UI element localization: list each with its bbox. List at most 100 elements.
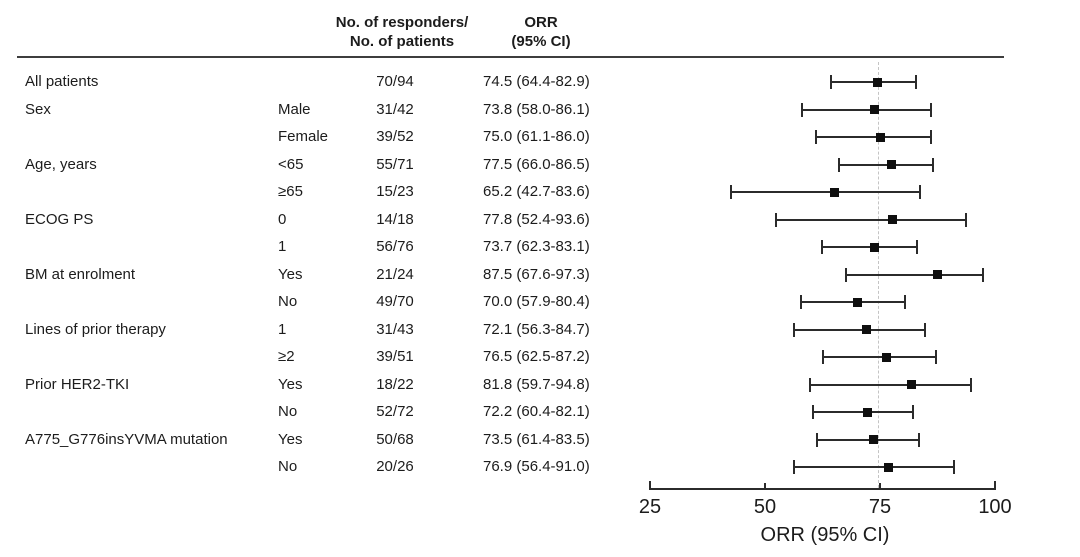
row-n-value: 55/71 bbox=[376, 155, 414, 173]
row-orr-value: 74.5 (64.4-82.9) bbox=[483, 73, 590, 90]
x-axis-tick-label: 100 bbox=[978, 496, 1012, 518]
ci-cap-right bbox=[931, 157, 934, 172]
row-orr-value: 76.9 (56.4-91.0) bbox=[483, 458, 590, 475]
ci-cap-left bbox=[811, 405, 814, 419]
ci-cap-left bbox=[775, 212, 778, 227]
ci-line bbox=[838, 163, 933, 166]
ci-cap-right bbox=[918, 432, 921, 447]
row-n-value: 14/18 bbox=[376, 210, 414, 228]
row-subgroup-label: 1 bbox=[278, 238, 287, 255]
ci-cap-right bbox=[923, 322, 926, 337]
ci-line bbox=[822, 356, 937, 358]
row-subgroup-label: ≥2 bbox=[278, 348, 295, 365]
x-axis-tick-label: 25 bbox=[638, 496, 662, 518]
ci-cap-right bbox=[930, 102, 933, 117]
row-subgroup-label: No bbox=[278, 403, 298, 420]
row-n-value: 15/23 bbox=[376, 183, 414, 200]
ci-cap-left bbox=[800, 102, 803, 117]
row-subgroup-label: No bbox=[278, 458, 298, 475]
orr-marker bbox=[862, 325, 872, 334]
row-group-label: All patients bbox=[25, 73, 99, 90]
x-axis-tick bbox=[649, 481, 651, 490]
column-header-orr-line2: (95% CI) bbox=[511, 33, 571, 50]
orr-marker bbox=[868, 435, 878, 444]
row-orr-value: 75.0 (61.1-86.0) bbox=[483, 128, 590, 145]
x-axis-tick-label: 50 bbox=[753, 496, 777, 518]
x-axis-label: ORR (95% CI) bbox=[760, 524, 890, 546]
ci-cap-left bbox=[808, 377, 811, 392]
orr-marker bbox=[873, 77, 883, 87]
ci-cap-left bbox=[800, 295, 803, 309]
row-orr-value: 76.5 (62.5-87.2) bbox=[483, 348, 590, 365]
ci-line bbox=[793, 328, 925, 331]
ci-cap-right bbox=[935, 350, 938, 364]
orr-marker bbox=[933, 270, 942, 279]
row-subgroup-label: No bbox=[278, 293, 298, 310]
row-subgroup-label: Yes bbox=[278, 265, 303, 283]
row-subgroup-label: Male bbox=[278, 100, 311, 118]
orr-marker bbox=[887, 160, 896, 169]
row-n-value: 31/42 bbox=[376, 100, 414, 118]
row-orr-value: 65.2 (42.7-83.6) bbox=[483, 183, 590, 200]
orr-marker bbox=[888, 215, 898, 224]
x-axis-line bbox=[649, 488, 996, 490]
ci-line bbox=[817, 438, 920, 441]
row-orr-value: 77.5 (66.0-86.5) bbox=[483, 155, 590, 173]
row-orr-value: 81.8 (59.7-94.8) bbox=[483, 375, 590, 393]
row-orr-value: 73.7 (62.3-83.1) bbox=[483, 238, 590, 255]
header-rule bbox=[17, 56, 1004, 58]
row-n-value: 18/22 bbox=[376, 375, 414, 393]
orr-marker bbox=[869, 242, 879, 252]
ci-cap-right bbox=[915, 75, 918, 89]
row-n-value: 56/76 bbox=[376, 238, 414, 255]
row-orr-value: 73.8 (58.0-86.1) bbox=[483, 100, 590, 118]
ci-cap-left bbox=[793, 460, 796, 474]
column-header-orr: ORR (95% CI) bbox=[441, 13, 641, 51]
ci-line bbox=[794, 466, 954, 468]
ci-cap-left bbox=[820, 240, 823, 254]
row-subgroup-label: ≥65 bbox=[278, 183, 303, 200]
column-header-responders-line2: No. of patients bbox=[349, 33, 455, 50]
orr-marker bbox=[869, 105, 879, 114]
ci-cap-left bbox=[837, 157, 840, 172]
row-n-value: 49/70 bbox=[376, 293, 414, 310]
row-n-value: 39/52 bbox=[376, 128, 414, 145]
ci-cap-right bbox=[916, 240, 919, 254]
row-subgroup-label: 0 bbox=[278, 210, 287, 228]
row-orr-value: 72.2 (60.4-82.1) bbox=[483, 403, 590, 420]
row-n-value: 70/94 bbox=[376, 73, 414, 90]
x-axis-tick bbox=[879, 483, 881, 490]
row-group-label: Prior HER2-TKI bbox=[25, 375, 130, 393]
ci-cap-right bbox=[981, 267, 984, 282]
column-header-responders-line1: No. of responders/ bbox=[335, 14, 469, 31]
ci-cap-right bbox=[911, 405, 914, 419]
row-orr-value: 87.5 (67.6-97.3) bbox=[483, 265, 590, 283]
orr-marker bbox=[862, 407, 872, 417]
ci-cap-left bbox=[815, 130, 818, 144]
ci-line bbox=[821, 246, 918, 248]
ci-cap-left bbox=[830, 75, 833, 89]
ci-line bbox=[731, 191, 920, 193]
orr-marker bbox=[852, 297, 862, 307]
row-n-value: 52/72 bbox=[376, 403, 414, 420]
ci-line bbox=[801, 108, 932, 111]
row-subgroup-label: 1 bbox=[278, 320, 287, 338]
x-axis-tick bbox=[764, 483, 766, 490]
column-header-orr-line1: ORR bbox=[524, 14, 558, 31]
row-subgroup-label: Yes bbox=[278, 375, 303, 393]
ci-line bbox=[816, 136, 931, 138]
column-header-responders: No. of responders/ No. of patients bbox=[302, 13, 502, 51]
x-axis-tick bbox=[994, 481, 996, 490]
row-orr-value: 72.1 (56.3-84.7) bbox=[483, 320, 590, 338]
orr-marker bbox=[875, 132, 885, 142]
ci-cap-right bbox=[970, 377, 973, 392]
ci-cap-right bbox=[964, 212, 967, 227]
row-subgroup-label: <65 bbox=[278, 155, 304, 173]
ci-cap-right bbox=[903, 295, 906, 309]
ci-line bbox=[776, 218, 966, 221]
ci-cap-left bbox=[792, 322, 795, 337]
ci-cap-right bbox=[918, 185, 921, 199]
ci-line bbox=[809, 383, 972, 386]
ci-cap-right bbox=[929, 130, 932, 144]
